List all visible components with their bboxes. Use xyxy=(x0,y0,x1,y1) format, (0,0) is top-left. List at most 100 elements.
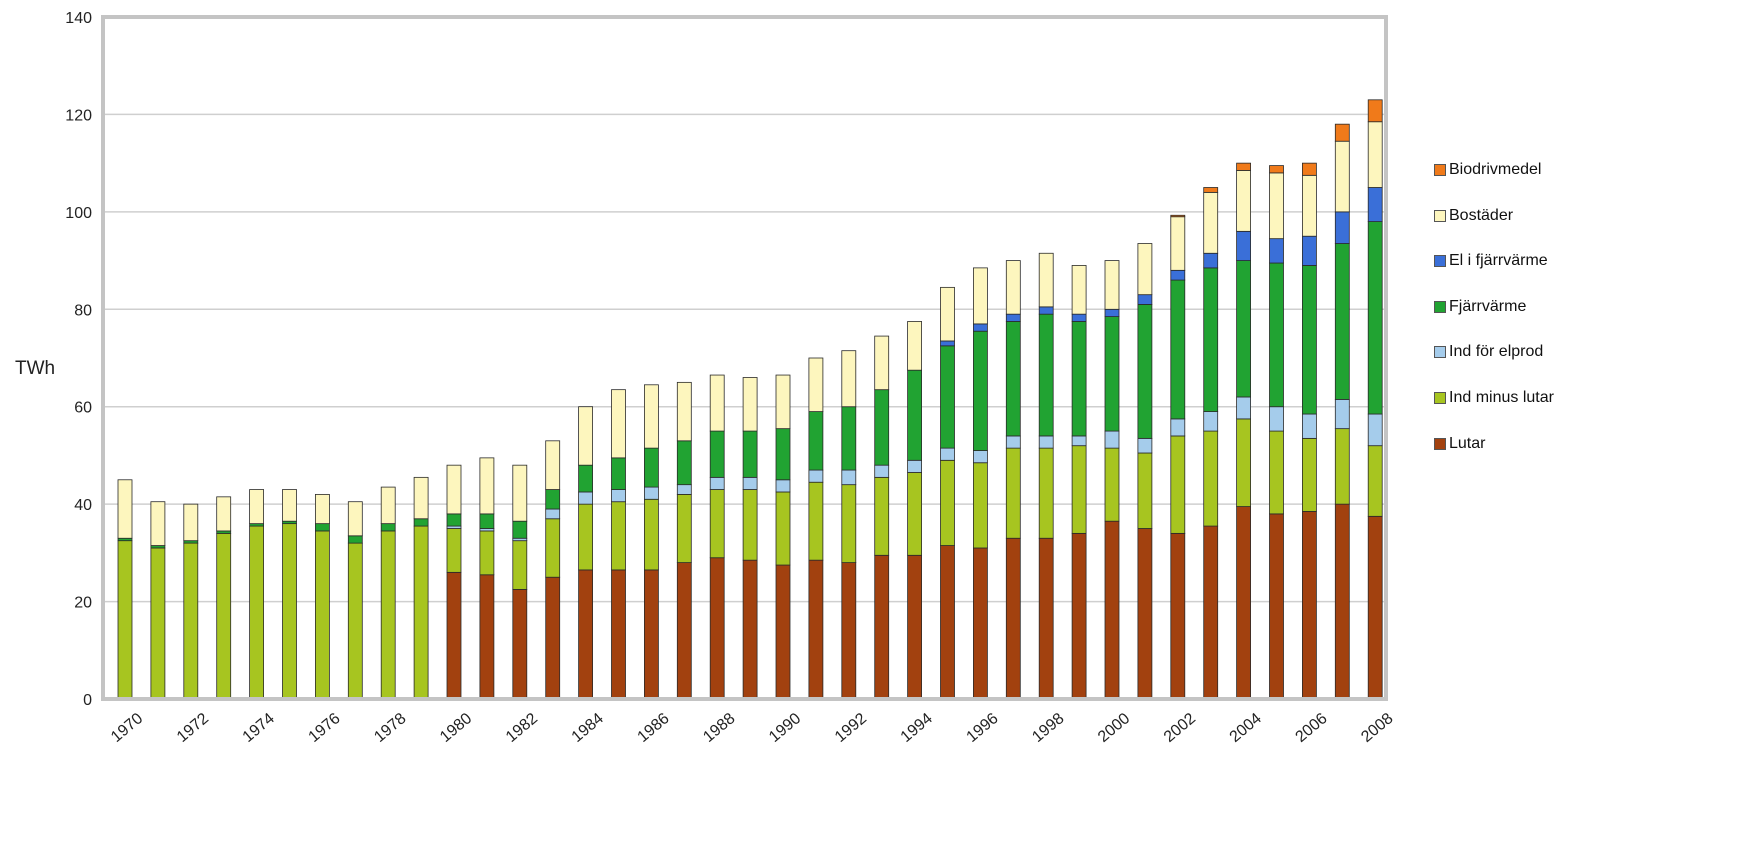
bar-segment xyxy=(676,440,692,486)
bar-segment xyxy=(1302,437,1317,512)
bar-segment xyxy=(545,489,561,510)
x-tick-label: 1990 xyxy=(766,710,804,746)
bar-segment xyxy=(1302,174,1317,237)
bar-segment xyxy=(940,545,955,700)
bar-segment xyxy=(249,525,265,700)
bar-segment xyxy=(1005,260,1021,315)
bar-segment xyxy=(1302,511,1317,700)
bar-segment xyxy=(413,476,429,520)
legend-label: Fjärrvärme xyxy=(1449,297,1527,315)
bar-segment xyxy=(1367,221,1383,415)
bar-segment xyxy=(1137,437,1153,454)
bar-segment xyxy=(413,525,429,700)
bar-segment xyxy=(1236,418,1251,507)
bar-segment xyxy=(907,459,922,473)
x-tick-label: 1992 xyxy=(832,710,870,746)
bar-segment xyxy=(1367,445,1383,517)
bar-segment xyxy=(380,530,396,700)
bar-segment xyxy=(611,389,626,459)
x-tick-label: 1974 xyxy=(240,710,278,746)
bar-segment xyxy=(611,501,626,571)
bar-segment xyxy=(775,564,791,700)
bar-segment xyxy=(676,381,692,442)
legend-label: Bostäder xyxy=(1449,206,1514,224)
bar-segment xyxy=(676,484,692,495)
bar-segment xyxy=(1038,252,1054,308)
bar-segment xyxy=(644,498,659,571)
bar-segment xyxy=(1334,123,1350,142)
bar-segment xyxy=(282,489,297,522)
bar-segment xyxy=(1038,435,1054,449)
bar-segment xyxy=(545,508,561,520)
bar-segment xyxy=(841,484,857,563)
bar-segment xyxy=(479,574,495,700)
bar-segment xyxy=(1367,515,1383,700)
bar-segment xyxy=(611,569,626,700)
bar-segment xyxy=(249,489,265,525)
bar-segment xyxy=(676,493,692,563)
y-tick-label: 100 xyxy=(65,205,92,222)
bar-segment xyxy=(775,374,791,430)
bar-segment xyxy=(841,469,857,486)
legend-item: Lutar xyxy=(1434,434,1485,454)
bar-segment xyxy=(1071,445,1087,534)
bar-segment xyxy=(117,540,133,700)
bar-segment xyxy=(1203,267,1219,412)
legend-label: Biodrivmedel xyxy=(1449,161,1542,178)
bar-segment xyxy=(1334,428,1350,505)
bar-segment xyxy=(1203,525,1219,700)
bar-segment xyxy=(1005,435,1021,449)
y-axis-tick-labels: 0 20 40 60 80 100 120 140 xyxy=(65,10,92,709)
bar-segment xyxy=(1236,396,1251,420)
bar-segment xyxy=(479,457,495,515)
legend-label: Lutar xyxy=(1449,434,1486,452)
bar-segment xyxy=(578,503,593,571)
bar-segment xyxy=(742,476,758,490)
x-tick-label: 1984 xyxy=(569,710,607,746)
bar-segment xyxy=(1104,260,1120,310)
bar-segment xyxy=(940,345,955,449)
bar-segment xyxy=(1038,313,1054,437)
bar-segment xyxy=(940,340,955,347)
bar-segment xyxy=(1071,265,1087,315)
bar-segment xyxy=(1071,321,1087,437)
bar-segment xyxy=(512,464,528,522)
bar-segment xyxy=(216,532,232,700)
bar-segment xyxy=(1203,191,1219,254)
bar-segment xyxy=(512,588,528,700)
bar-segment xyxy=(808,411,824,471)
bar-segment xyxy=(1269,238,1284,264)
bar-segment xyxy=(150,547,166,700)
x-tick-label: 1976 xyxy=(305,710,343,746)
bar-segment xyxy=(1203,252,1219,269)
bar-segment xyxy=(973,323,988,332)
legend-item: Ind för elprod xyxy=(1434,342,1543,362)
bar-segment xyxy=(676,562,692,700)
x-tick-label: 1996 xyxy=(963,710,1001,746)
bar-segment xyxy=(347,535,363,544)
bar-segment xyxy=(775,428,791,481)
bar-segment xyxy=(973,462,988,549)
bar-segment xyxy=(446,513,462,527)
legend-swatch xyxy=(1434,300,1446,313)
bar-segment xyxy=(1071,532,1087,700)
bar-segment xyxy=(1005,447,1021,539)
y-tick-label: 80 xyxy=(74,302,92,319)
bar-segment xyxy=(1334,211,1350,244)
bar-segment xyxy=(1302,235,1317,266)
y-tick-label: 40 xyxy=(74,497,92,514)
plot-area-border xyxy=(101,15,1388,701)
x-axis-tick-labels: 1970 1972 1974 1976 1978 1980 1982 1984 1986 1988… xyxy=(108,710,1396,746)
bar-segment xyxy=(841,406,857,471)
bar-segment xyxy=(644,569,659,700)
bar-segment xyxy=(611,457,626,490)
bar-segment xyxy=(1334,503,1350,700)
legend-swatch xyxy=(1434,437,1446,450)
x-tick-label: 1978 xyxy=(371,710,409,746)
bar-segment xyxy=(1170,216,1186,271)
bar-segment xyxy=(1203,187,1219,193)
bar-segment xyxy=(1170,532,1186,700)
bar-segment xyxy=(874,554,890,700)
bar-segment xyxy=(808,357,824,412)
